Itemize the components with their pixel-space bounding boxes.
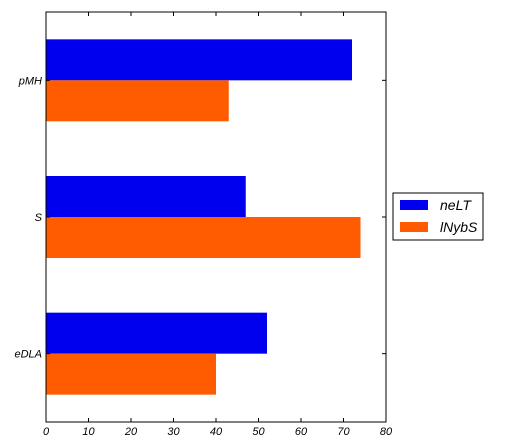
ticks-layer bbox=[45, 12, 387, 422]
bar-neLT-pMH bbox=[46, 39, 352, 81]
bar-neLT-eDLA bbox=[46, 312, 267, 354]
x-tick-label: 0 bbox=[43, 426, 50, 438]
legend-label-neLT: neLT bbox=[440, 197, 472, 213]
bar-lNybS-eDLA bbox=[46, 353, 216, 395]
x-tick-labels: 0 10 20 30 40 50 60 70 80 bbox=[43, 426, 393, 438]
x-tick-label: 50 bbox=[252, 426, 265, 438]
bars-layer bbox=[46, 39, 361, 395]
bar-lNybS-S bbox=[46, 217, 361, 258]
legend: neLT lNybS bbox=[392, 192, 484, 241]
y-tick-label: eDLA bbox=[14, 349, 42, 361]
bar-neLT-S bbox=[46, 176, 246, 217]
x-tick-label: 40 bbox=[210, 426, 223, 438]
x-tick-label: 80 bbox=[380, 426, 393, 438]
x-tick-label: 60 bbox=[295, 426, 308, 438]
x-tick-label: 10 bbox=[82, 426, 95, 438]
x-tick-label: 30 bbox=[167, 426, 180, 438]
x-tick-label: 20 bbox=[124, 426, 138, 438]
bar-lNybS-pMH bbox=[46, 80, 229, 122]
legend-swatch-lNybS bbox=[400, 222, 428, 232]
legend-swatch-neLT bbox=[400, 200, 428, 210]
y-tick-label: pMH bbox=[18, 75, 42, 87]
legend-label-lNybS: lNybS bbox=[440, 219, 478, 235]
x-tick-label: 70 bbox=[337, 426, 350, 438]
y-tick-label: S bbox=[35, 212, 43, 224]
